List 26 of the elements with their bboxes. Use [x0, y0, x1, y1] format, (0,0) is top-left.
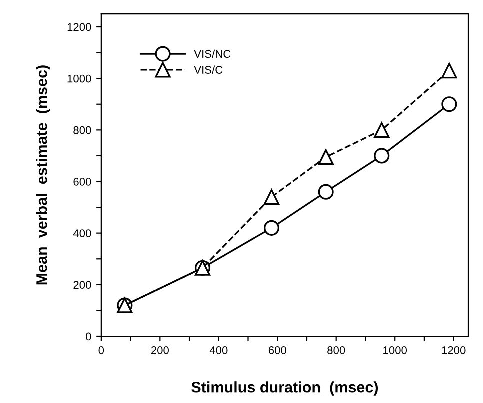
y-tick-label: 1200	[68, 23, 92, 32]
x-tick-label: 1000	[384, 346, 408, 354]
point	[264, 189, 280, 206]
legend-label: VIS/C	[194, 66, 223, 74]
point	[374, 122, 390, 138]
y-tick-label: 400	[73, 230, 92, 238]
point	[318, 149, 334, 166]
x-tick-label: 400	[210, 346, 228, 354]
x-tick-label: 0	[98, 346, 104, 354]
y-tick-label: 800	[74, 126, 92, 134]
y-axis-title: Mean verbal estimate (msec)	[36, 66, 50, 285]
legend-label: VIS/NC	[194, 50, 231, 58]
point	[442, 63, 458, 79]
y-tick-label: 200	[74, 281, 92, 290]
y-tick-label: 1000	[68, 74, 92, 83]
x-tick-label: 200	[151, 346, 169, 354]
point	[374, 148, 390, 164]
y-tick-label: 600	[74, 178, 92, 186]
x-tick-label: 600	[268, 346, 286, 354]
point	[264, 220, 280, 236]
y-tick-label: 0	[86, 332, 92, 341]
x-axis-title: Stimulus duration (msec)	[192, 382, 378, 396]
point	[318, 184, 334, 200]
x-tick-label: 1200	[442, 346, 466, 354]
x-tick-label: 800	[328, 346, 346, 354]
point	[442, 96, 458, 112]
